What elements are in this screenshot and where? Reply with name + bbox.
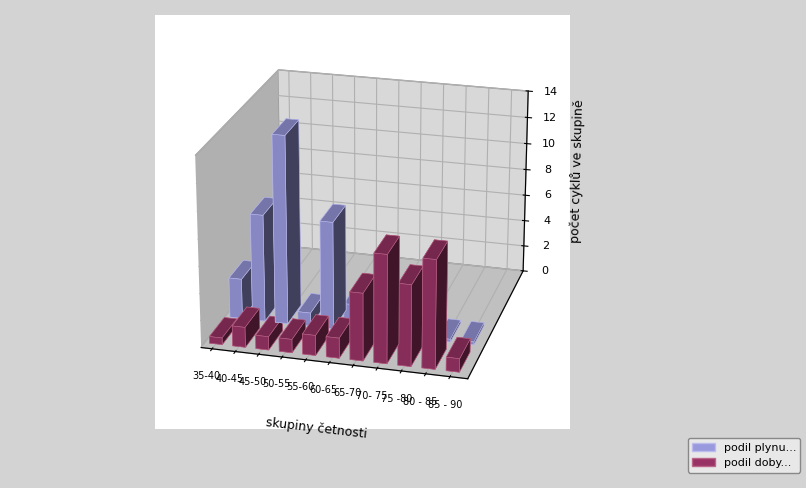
Legend: podil plynu..., podil doby...: podil plynu..., podil doby...	[688, 438, 800, 473]
X-axis label: skupiny četnosti: skupiny četnosti	[265, 416, 368, 441]
